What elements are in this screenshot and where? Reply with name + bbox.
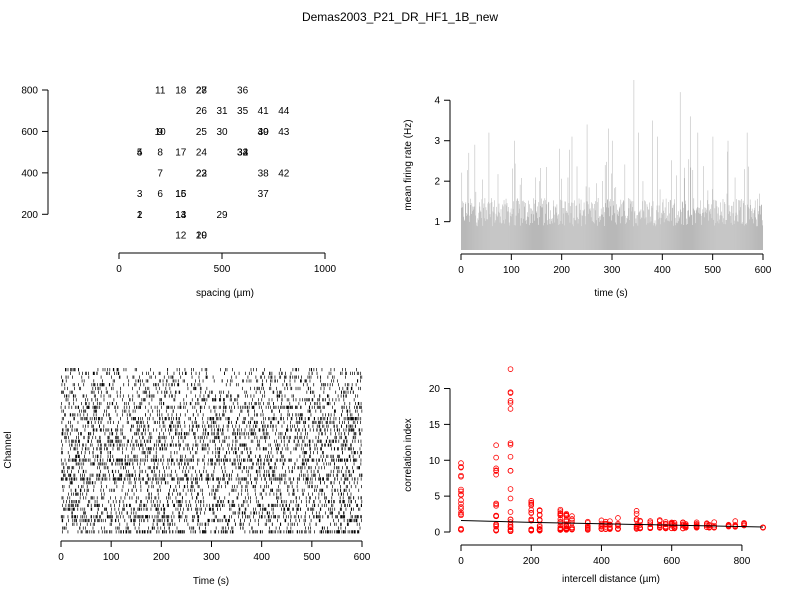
spike-raster-panel: 0 100 200 300 400 500 600 Time (s) Channel (3, 368, 371, 587)
electrode-label: 43 (278, 127, 290, 138)
electrode-label: 29 (216, 210, 228, 221)
firing-x-tick-label: 600 (755, 265, 772, 276)
electrode-x-tick-label: 1000 (314, 264, 337, 275)
electrode-label: 20 (196, 231, 208, 242)
electrode-label: 1 (137, 210, 143, 221)
electrode-labels: 4531291011876181715161314122728262524222… (137, 86, 290, 242)
firing-x-tick-label: 200 (553, 265, 570, 276)
spike-raster-marks (60, 368, 363, 534)
electrode-label: 8 (157, 148, 163, 159)
electrode-label: 25 (196, 127, 208, 138)
firing-x-tick-label: 100 (503, 265, 520, 276)
electrode-label: 24 (196, 148, 208, 159)
firing-rate-panel: 0 100 200 300 400 500 600 1 2 3 4 time (s) mean fi… (403, 80, 772, 299)
electrode-label: 3 (137, 189, 143, 200)
electrode-y-tick-label: 600 (21, 127, 38, 138)
firing-rate-ylabel: mean firing rate (Hz) (403, 119, 414, 210)
electrode-label: 26 (196, 106, 208, 117)
electrode-label: 27 (196, 86, 208, 97)
electrode-label: 13 (175, 210, 187, 221)
electrode-layout-xlabel: spacing (µm) (196, 288, 254, 299)
firing-y-tick-label: 1 (434, 217, 440, 228)
electrode-label: 23 (196, 168, 208, 179)
firing-x-tick-label: 500 (704, 265, 721, 276)
electrode-label: 16 (175, 189, 187, 200)
firing-y-tick-label: 2 (434, 177, 440, 188)
firing-y-tick-label: 4 (434, 96, 440, 107)
electrode-label: 18 (175, 86, 187, 97)
electrode-label: 14 (175, 210, 187, 221)
electrode-label: 12 (175, 231, 187, 242)
firing-rate-axes: 0 100 200 300 400 500 600 1 2 3 4 (434, 96, 771, 276)
electrode-label: 2 (137, 210, 143, 221)
firing-y-tick-label: 3 (434, 136, 440, 147)
electrode-label: 35 (237, 106, 249, 117)
electrode-label: 5 (137, 148, 143, 159)
electrode-label: 4 (137, 148, 143, 159)
electrode-x-tick-label: 500 (214, 264, 231, 275)
electrode-label: 36 (237, 86, 249, 97)
electrode-label: 6 (157, 189, 163, 200)
electrode-label: 11 (155, 86, 166, 97)
figure-title: Demas2003_P21_DR_HF1_1B_new (301, 10, 499, 24)
electrode-label: 40 (258, 127, 270, 138)
electrode-label: 37 (258, 189, 270, 200)
electrode-label: 31 (216, 106, 228, 117)
electrode-x-tick-label: 0 (116, 264, 122, 275)
electrode-y-tick-label: 800 (21, 86, 38, 97)
electrode-label: 33 (237, 148, 249, 159)
electrode-label: 28 (196, 86, 208, 97)
electrode-label: 30 (216, 127, 228, 138)
electrode-layout-panel: 4531291011876181715161314122728262524222… (21, 86, 336, 300)
electrode-label: 34 (237, 148, 249, 159)
electrode-label: 7 (157, 168, 163, 179)
electrode-y-tick-label: 400 (21, 168, 38, 179)
firing-x-tick-label: 0 (458, 265, 464, 276)
electrode-label: 32 (237, 148, 249, 159)
electrode-y-tick-label: 200 (21, 210, 38, 221)
electrode-label: 15 (175, 189, 187, 200)
electrode-label: 17 (175, 148, 187, 159)
electrode-label: 41 (258, 106, 270, 117)
electrode-label: 39 (258, 127, 270, 138)
electrode-label: 19 (196, 231, 208, 242)
electrode-label: 38 (258, 168, 270, 179)
electrode-layout-axes: 0 500 1000 200 400 600 800 (21, 86, 336, 276)
firing-rate-trace (460, 80, 764, 250)
electrode-label: 10 (155, 127, 167, 138)
firing-x-tick-label: 400 (654, 265, 671, 276)
electrode-label: 9 (157, 127, 163, 138)
electrode-label: 42 (278, 168, 290, 179)
electrode-label: 22 (196, 168, 208, 179)
firing-x-tick-label: 300 (604, 265, 621, 276)
electrode-label: 44 (278, 106, 290, 117)
firing-rate-xlabel: time (s) (594, 288, 627, 299)
